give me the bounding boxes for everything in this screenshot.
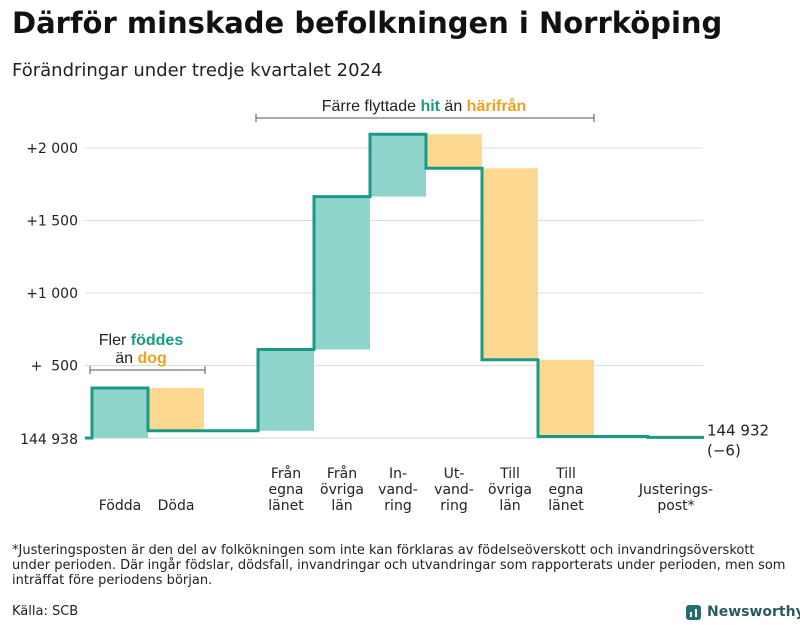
source-note: Källa: SCB (12, 604, 79, 619)
bar-chart-icon (686, 604, 701, 620)
waterfall-bar (370, 134, 426, 197)
category-label: Till övriga län (488, 466, 532, 514)
y-tick-label: + 500 (31, 359, 78, 375)
end-change-label: (−6) (707, 441, 741, 459)
waterfall-bar (426, 134, 482, 169)
end-value-label: 144 932 (707, 421, 769, 439)
births-annotation-line1: Fler föddes (99, 332, 184, 349)
brand-name: Newsworthy (707, 604, 800, 620)
category-label: Från egna länet (268, 465, 304, 514)
category-label: Från övriga län (320, 465, 364, 514)
y-tick-label: +1 500 (26, 214, 78, 230)
waterfall-bar (92, 387, 148, 438)
category-label: Justerings-post* (638, 482, 713, 514)
waterfall-bar (258, 349, 314, 431)
category-label: Döda (158, 498, 195, 514)
category-label: Ut-vand-ring (434, 466, 474, 514)
chart-title: Därför minskade befolkningen i Norrköpin… (12, 6, 723, 40)
brand-logo: Newsworthy (686, 604, 800, 620)
category-label: Födda (99, 498, 141, 514)
footnote: *Justeringsposten är den del av folkökni… (12, 543, 786, 588)
category-label: Till egna länet (548, 466, 584, 514)
waterfall-bar (314, 196, 370, 350)
category-label: In-vand-ring (378, 466, 418, 514)
births-annotation-line2: än dog (115, 350, 167, 367)
y-tick-label: +1 000 (26, 286, 78, 302)
waterfall-bar (538, 359, 594, 437)
label-layer: 144 932 (−6) Födda Döda Från egna länet Från övr… (99, 421, 769, 514)
migration-annotation: Färre flyttade hit än härifrån (322, 97, 527, 115)
cumulative-step-line (85, 132, 704, 440)
waterfall-chart: 144 938 + 500 +1 000 +1 500 +2 000 144 932 (−… (20, 97, 769, 514)
y-tick-label-start: 144 938 (20, 432, 78, 448)
line-layer (85, 132, 704, 440)
bar-layer (92, 134, 594, 438)
waterfall-bar (148, 387, 204, 431)
chart-subtitle: Förändringar under tredje kvartalet 2024 (12, 60, 383, 81)
y-tick-label: +2 000 (26, 141, 78, 157)
waterfall-bar (482, 168, 538, 360)
